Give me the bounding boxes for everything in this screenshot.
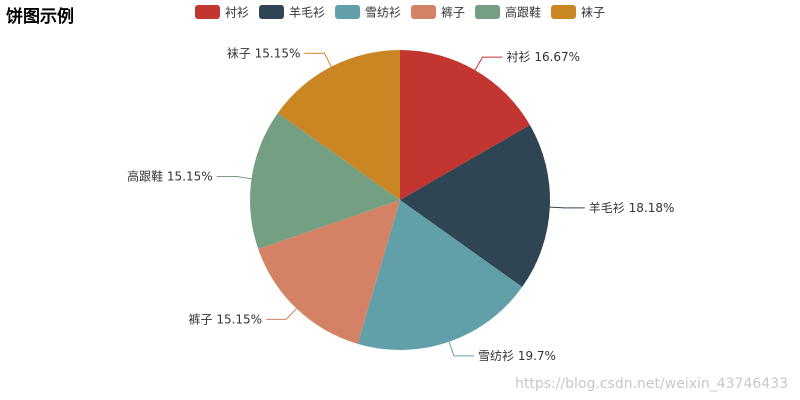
pie-label-line-2 xyxy=(549,206,585,209)
pie-label-line-6 xyxy=(304,52,332,67)
pie-label-6: 袜子 15.15% xyxy=(227,46,301,60)
legend: 衬衫 羊毛衫 雪纺衫 裤子 高跟鞋 袜子 xyxy=(195,5,605,20)
pie-label-3: 雪纺衫 19.7% xyxy=(478,349,556,363)
legend-swatch-2[interactable] xyxy=(259,5,284,19)
pie-slice-3[interactable] xyxy=(357,200,523,350)
pie-labels: 衬衫 16.67% 羊毛衫 18.18% 雪纺衫 19.7% 裤子 15.15% 高跟鞋… xyxy=(127,46,674,363)
legend-swatch-6[interactable] xyxy=(551,5,576,19)
pie-label-line-3 xyxy=(448,341,474,357)
pie-slice-5[interactable] xyxy=(249,112,400,250)
pie-label-4: 裤子 15.15% xyxy=(189,312,263,326)
pie-slice-4[interactable] xyxy=(258,200,400,344)
pie-label-line-4 xyxy=(266,308,297,320)
pie-slice-2[interactable] xyxy=(400,125,550,288)
legend-label-2[interactable]: 羊毛衫 xyxy=(289,5,325,20)
pie-label-5: 高跟鞋 15.15% xyxy=(127,169,213,184)
legend-label-4[interactable]: 裤子 xyxy=(441,6,465,20)
legend-swatch-4[interactable] xyxy=(411,5,436,19)
legend-label-6[interactable]: 袜子 xyxy=(581,6,605,20)
pie-label-line-1 xyxy=(474,56,503,71)
pie-slice-1[interactable] xyxy=(400,50,530,200)
pie-label-2: 羊毛衫 18.18% xyxy=(589,200,675,215)
pie-slice-6[interactable] xyxy=(277,49,400,200)
legend-label-1[interactable]: 衬衫 xyxy=(225,6,249,20)
legend-swatch-3[interactable] xyxy=(335,5,360,19)
pie-label-1: 衬衫 16.67% xyxy=(507,50,581,64)
pie-slices xyxy=(249,49,550,350)
legend-label-5[interactable]: 高跟鞋 xyxy=(505,5,541,20)
pie-label-line-5 xyxy=(216,176,252,180)
watermark: https://blog.csdn.net/weixin_43746433 xyxy=(514,376,788,392)
legend-label-3[interactable]: 雪纺衫 xyxy=(365,6,401,20)
legend-swatch-1[interactable] xyxy=(195,5,220,19)
legend-swatch-5[interactable] xyxy=(475,5,500,19)
chart-title: 饼图示例 xyxy=(6,7,74,27)
